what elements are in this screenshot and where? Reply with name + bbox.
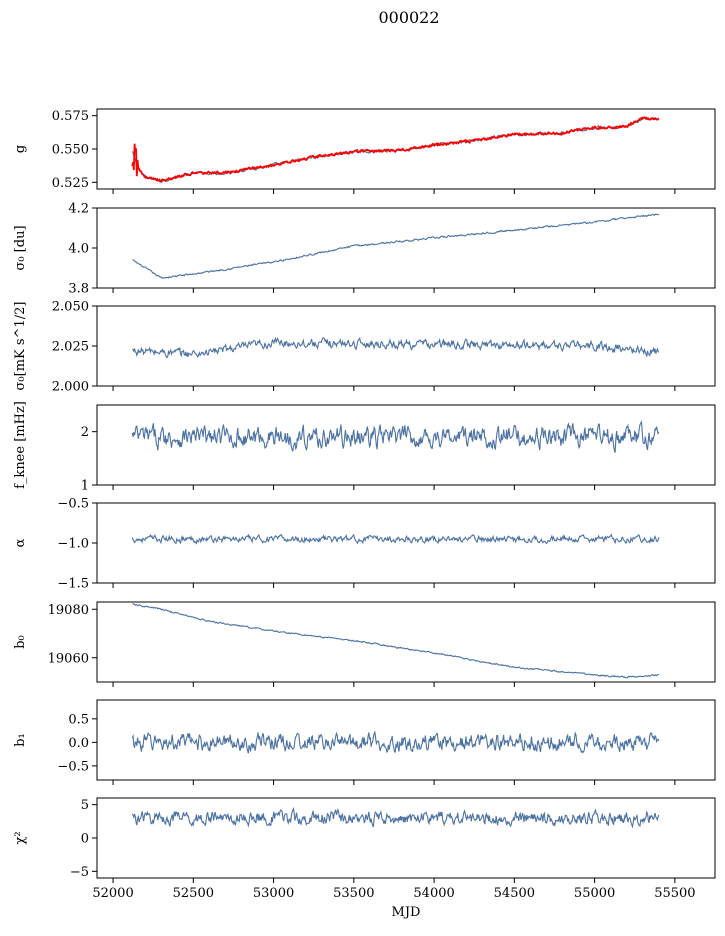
ylabel-5: α: [13, 538, 28, 547]
axes-frame-7: [96, 699, 716, 781]
ylabel-6: b₀: [13, 635, 28, 649]
xtick-label: 53500: [333, 886, 374, 901]
panel-2: 3.8 4.0 4.2 σ₀ [du]: [13, 202, 716, 297]
axes-frame-4: [96, 404, 716, 486]
xtick-label: 55500: [654, 886, 695, 901]
ylabel-7: b₁: [13, 733, 28, 747]
ytick-label: 2.025: [52, 340, 89, 355]
ytick-label: 0.525: [52, 176, 89, 191]
ytick-label: −5: [70, 865, 89, 880]
ylabel-4: f_knee [mHz]: [13, 401, 28, 489]
ytick-label: −0.5: [57, 497, 89, 512]
ytick-label: −1.5: [57, 577, 89, 592]
series-line-2: [132, 213, 659, 279]
ytick-label: 0.550: [52, 143, 89, 158]
panel-6: 19060 19080 b₀: [13, 601, 716, 687]
panel-8: −5 0 5 52000 52500 53000 53500 54000 54500 55000 5…: [13, 797, 716, 920]
ytick-label: 19080: [48, 603, 89, 618]
ylabel-1: g: [13, 145, 28, 153]
series-line-5: [131, 533, 660, 545]
series-line-8: [131, 806, 660, 829]
xtick-label: 53000: [253, 886, 294, 901]
series-line-7: [131, 730, 660, 754]
ytick-label: 3.8: [68, 282, 89, 297]
ytick-label: 5: [81, 798, 89, 813]
ytick-label: 2.000: [52, 380, 89, 395]
ytick-label: 2.050: [52, 300, 89, 315]
figure-title: 000022: [378, 8, 439, 27]
axes-frame-8: [96, 797, 716, 879]
series-line-6: [132, 603, 660, 679]
xlabel: MJD: [392, 905, 421, 920]
panel-4: 1 2 f_knee [mHz]: [13, 401, 716, 494]
axes-frame-6: [96, 601, 716, 683]
ytick-label: 1: [81, 479, 89, 494]
ytick-label: 0.5: [68, 712, 89, 727]
ytick-label: −1.0: [57, 537, 89, 552]
ytick-label: 2: [81, 425, 89, 440]
ytick-label: 4.2: [68, 202, 89, 217]
panel-7: −0.5 0.0 0.5 b₁: [13, 699, 716, 785]
ytick-label: 0.0: [68, 736, 89, 751]
ytick-label: 19060: [48, 651, 89, 666]
ytick-label: 0.575: [52, 109, 89, 124]
ylabel-2: σ₀ [du]: [13, 225, 28, 270]
ylabel-3: σ₀[mK s^1/2]: [13, 302, 28, 391]
ytick-label: 0: [81, 832, 89, 847]
xtick-label: 55000: [574, 886, 615, 901]
ytick-label: −0.5: [57, 759, 89, 774]
ytick-label: 4.0: [68, 242, 89, 257]
series-line-3: [132, 336, 660, 359]
axes-frame-3: [96, 305, 716, 387]
axes-frame-2: [96, 207, 716, 289]
axes-frame-5: [96, 502, 716, 584]
xtick-label: 54500: [494, 886, 535, 901]
panel-5: −1.5 −1.0 −0.5 α: [13, 497, 716, 592]
panel-1: 0.525 0.550 0.575 g: [13, 108, 716, 194]
ylabel-8: χ²: [13, 831, 28, 844]
fit-line: [131, 116, 660, 183]
panel-3: 2.000 2.025 2.050 σ₀[mK s^1/2]: [13, 300, 716, 395]
series-line-4: [131, 420, 660, 453]
xtick-label: 54000: [413, 886, 454, 901]
xtick-label: 52500: [173, 886, 214, 901]
xtick-label: 52000: [92, 886, 133, 901]
